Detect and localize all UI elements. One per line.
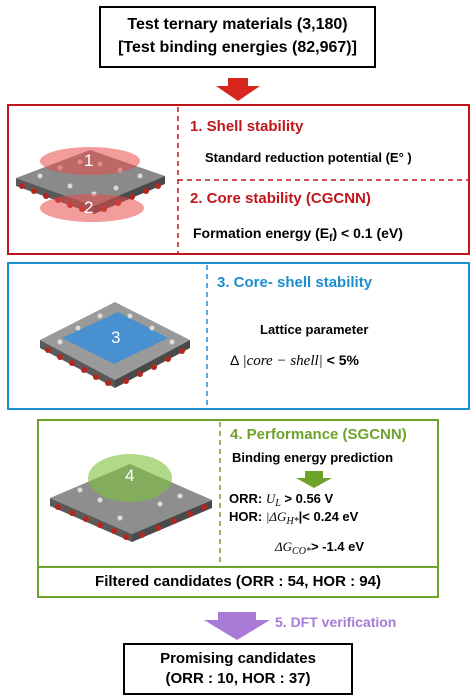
marker-3: 3 [111,328,121,347]
orr-prefix: ORR: [229,491,266,506]
core-shell-box-blue [7,262,470,410]
hor-subscript: H* [286,516,299,527]
top-box-line2: [Test binding energies (82,967)] [118,39,357,56]
stage4-orr: ORR: UL > 0.56 V [229,491,333,509]
hor-symbol: |ΔG [265,509,287,524]
co-threshold: > -1.4 eV [310,539,365,554]
core-highlight-ellipse [40,194,144,222]
marker-2: 2 [84,198,94,217]
co-subscript: CO* [292,546,311,557]
stage4-subtitle: Binding energy prediction [232,450,394,465]
stage4-hor: HOR: |ΔGH*|< 0.24 eV [229,509,358,527]
stage2-criterion-prefix: Formation energy (E [193,225,330,241]
top-box-line1: Test ternary materials (3,180) [127,16,348,33]
stage5-title: 5. DFT verification [275,614,397,630]
stage1-criterion: Standard reduction potential (E° ) [205,150,412,165]
stage1-title: 1. Shell stability [190,118,304,135]
stage3-title: 3. Core- shell stability [217,274,373,291]
orr-threshold: > 0.56 V [280,491,334,506]
top-input-box: Test ternary materials (3,180) [Test bin… [99,6,376,68]
shell-highlight-ellipse [40,147,140,175]
hor-prefix: HOR: [229,509,266,524]
bottom-box-line2: (ORR : 10, HOR : 37) [165,670,311,687]
stage2-criterion: Formation energy (Ef) < 0.1 (eV) [193,225,403,244]
stage3-delta: Δ [230,352,239,368]
adsorbate-highlight [88,454,172,502]
stage3-threshold: < 5% [322,352,359,368]
stage2-criterion-suffix: ) < 0.1 (eV) [332,225,403,241]
stage3-criterion: Lattice parameter [260,322,369,337]
performance-box-green [37,419,439,598]
promising-candidates-box: Promising candidates (ORR : 10, HOR : 37… [123,643,353,695]
stage4-co: ΔGCO*> -1.4 eV [275,539,364,557]
stage2-criterion-sub: f [329,233,333,244]
orr-symbol: U [265,491,276,506]
filtered-candidates: Filtered candidates (ORR : 54, HOR : 94) [95,573,381,590]
orr-subscript: L [275,498,281,509]
stage3-expr: |core − shell| [242,353,323,369]
marker-4: 4 [125,466,135,485]
stage4-title: 4. Performance (SGCNN) [230,426,407,443]
hor-threshold: |< 0.24 eV [298,509,359,524]
marker-1: 1 [84,151,94,170]
stage3-expression: Δ |core − shell| < 5% [230,352,359,370]
lattice-highlight [62,312,168,364]
bottom-box-line1: Promising candidates [160,650,316,667]
co-symbol: ΔG [275,539,293,554]
stage2-title: 2. Core stability (CGCNN) [190,190,371,207]
